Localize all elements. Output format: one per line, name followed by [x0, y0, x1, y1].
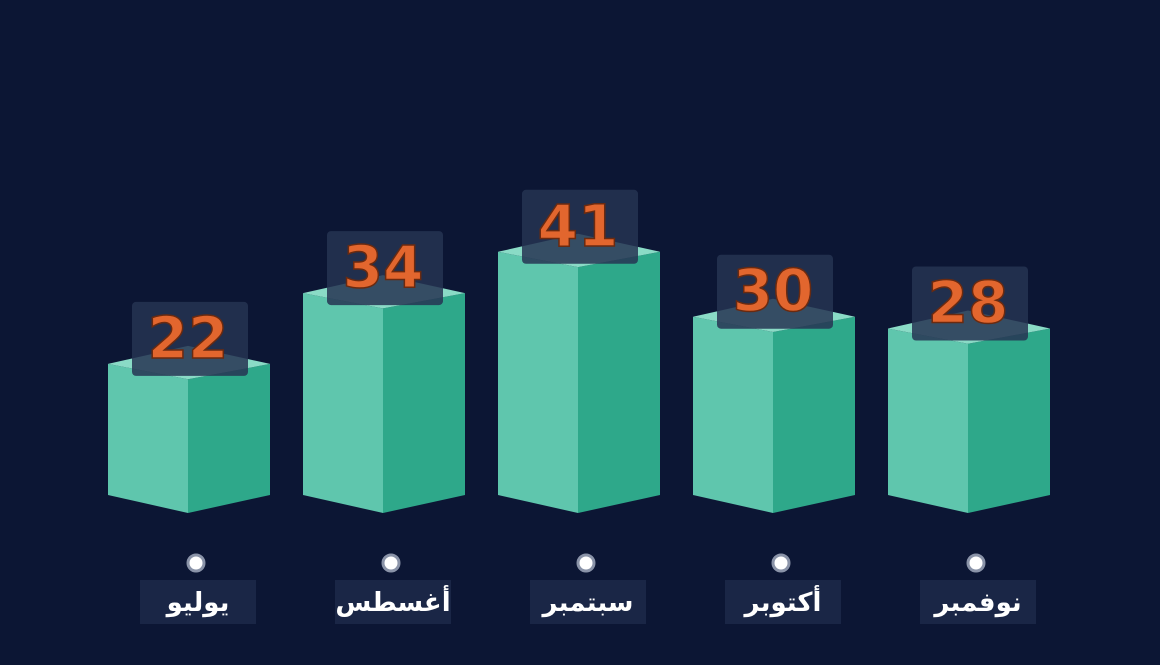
category-marker-icon — [381, 553, 401, 573]
category-label: أغسطس — [335, 585, 450, 618]
bar-group: 30 — [693, 254, 855, 513]
bar-side-face — [383, 293, 465, 513]
bar-front-face — [498, 251, 578, 514]
value-label-box — [912, 266, 1028, 341]
bar-group: 34 — [303, 231, 465, 513]
bar-side-face — [773, 316, 855, 513]
bar-front-face — [108, 363, 188, 513]
bar-front-face — [303, 293, 383, 513]
category-label-box — [335, 580, 451, 624]
value-label: 41 — [538, 192, 619, 260]
bar-group: 22 — [108, 301, 270, 513]
category-marker-icon — [186, 553, 206, 573]
bar-group: 41 — [498, 189, 660, 514]
category-label: يوليو — [165, 588, 230, 618]
bar-side-face — [968, 328, 1050, 513]
bar-front-face — [888, 328, 968, 513]
value-label-box — [132, 301, 248, 376]
bar-front-face — [693, 316, 773, 513]
category-label-box — [530, 580, 646, 624]
category-label: نوفمبر — [932, 588, 1021, 618]
bar-side-face — [578, 251, 660, 514]
value-label: 22 — [148, 304, 229, 372]
category-label-box — [725, 580, 841, 624]
category-marker-icon — [576, 553, 596, 573]
category-marker-icon — [966, 553, 986, 573]
category-label: أكتوبر — [743, 585, 822, 618]
value-label-box — [522, 189, 638, 264]
value-label: 28 — [928, 269, 1009, 337]
value-label-box — [327, 231, 443, 306]
value-label: 30 — [733, 257, 814, 325]
category-label: سبتمبر — [540, 588, 633, 618]
bar-group: 28 — [888, 266, 1050, 513]
category-label-box — [140, 580, 256, 624]
category-label-box — [920, 580, 1036, 624]
value-label: 34 — [343, 233, 424, 301]
bar-side-face — [188, 363, 270, 513]
category-marker-icon — [771, 553, 791, 573]
value-label-box — [717, 254, 833, 329]
